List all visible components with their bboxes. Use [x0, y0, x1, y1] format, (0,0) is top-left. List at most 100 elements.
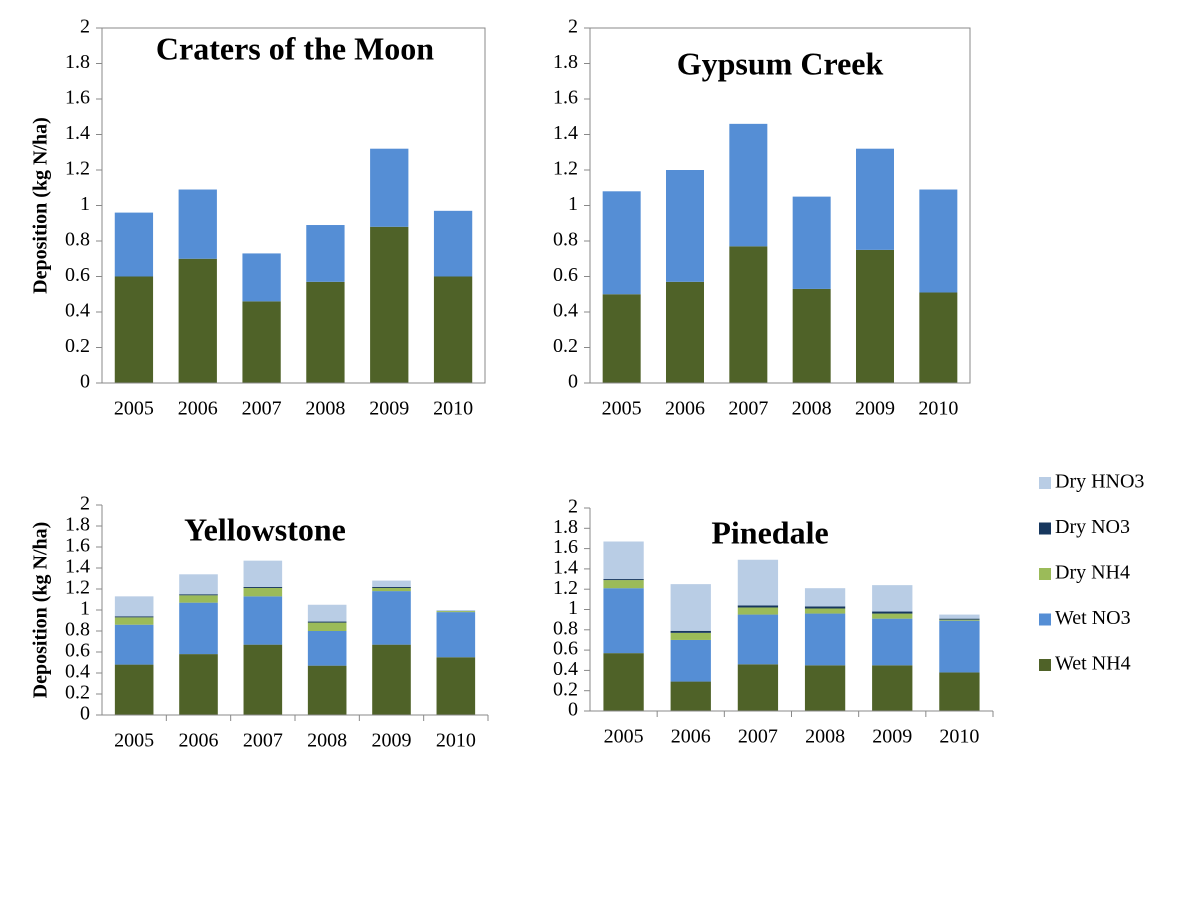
bar-segment	[602, 191, 641, 295]
chart-title: Yellowstone	[184, 511, 346, 547]
y-tick-label: 1	[568, 597, 578, 619]
y-tick-label: 1	[568, 193, 578, 215]
y-tick-label: 1.6	[65, 535, 90, 557]
bar-segment	[804, 665, 846, 711]
bar-segment	[179, 654, 218, 715]
x-tick-label: 2007	[728, 398, 768, 420]
x-tick-label: 2010	[433, 398, 473, 420]
bar-segment	[114, 664, 154, 715]
y-tick-label: 1	[80, 598, 90, 620]
bar-segment	[939, 618, 980, 620]
bar-segment	[307, 604, 347, 622]
y-axis-label: Deposition (kg N/ha)	[30, 117, 52, 294]
x-tick-label: 2009	[855, 398, 895, 420]
bar-segment	[919, 292, 958, 383]
bar-segment	[804, 608, 846, 614]
bar-segment	[242, 301, 281, 383]
bar-segment	[737, 605, 779, 608]
y-tick-label: 0.6	[553, 264, 578, 286]
y-tick-label: 0.8	[553, 229, 578, 251]
bar-segment	[114, 212, 154, 277]
bar-segment	[670, 630, 711, 633]
legend-swatch	[1039, 522, 1051, 535]
x-tick-label: 2007	[242, 398, 282, 420]
y-axis-label: Deposition (kg N/ha)	[30, 522, 52, 699]
y-tick-label: 1.8	[553, 516, 578, 538]
bar-segment	[872, 613, 913, 619]
bar-segment	[307, 621, 347, 623]
y-tick-label: 1.8	[65, 514, 90, 536]
x-tick-label: 2009	[369, 398, 409, 420]
bar-segment	[436, 612, 476, 658]
bar-segment	[114, 624, 154, 665]
bar-segment	[436, 611, 476, 613]
bar-segment	[872, 611, 913, 614]
y-tick-label: 2	[80, 16, 90, 38]
bar-segment	[372, 587, 411, 592]
legend-label: Wet NO3	[1055, 607, 1131, 629]
legend-label: Dry HNO3	[1055, 471, 1144, 493]
bar-segment	[737, 664, 779, 711]
y-tick-label: 1.8	[65, 51, 90, 73]
x-tick-label: 2009	[372, 730, 412, 752]
bar-segment	[243, 644, 283, 715]
legend-swatch	[1039, 659, 1051, 671]
bar-segment	[242, 253, 281, 302]
bar-segment	[670, 681, 711, 711]
legend-swatch	[1039, 477, 1051, 489]
bar-segment	[939, 619, 980, 621]
bar-segment	[372, 580, 411, 587]
y-tick-label: 0.6	[65, 264, 90, 286]
x-tick-label: 2005	[602, 398, 642, 420]
y-tick-label: 1.4	[65, 122, 90, 144]
y-tick-label: 1.4	[553, 556, 578, 578]
bar-segment	[670, 584, 711, 631]
bar-segment	[178, 258, 217, 383]
bar-segment	[603, 580, 644, 589]
y-tick-label: 0.8	[553, 617, 578, 639]
bar-segment	[603, 653, 644, 711]
y-tick-label: 0.4	[65, 300, 90, 322]
y-tick-label: 0	[568, 699, 578, 721]
bar-segment	[603, 588, 644, 654]
y-tick-label: 0.8	[65, 619, 90, 641]
bar-segment	[370, 148, 409, 227]
x-tick-label: 2006	[179, 730, 219, 752]
bar-segment	[243, 560, 283, 587]
y-tick-label: 0.4	[65, 661, 90, 683]
bar-segment	[666, 281, 704, 383]
bar-segment	[179, 574, 218, 595]
x-tick-label: 2009	[872, 726, 912, 748]
y-tick-label: 0.4	[553, 658, 578, 680]
bar-segment	[433, 276, 473, 383]
bar-segment	[872, 665, 913, 711]
y-tick-label: 1.2	[553, 158, 578, 180]
y-tick-label: 2	[568, 16, 578, 38]
y-tick-label: 1.2	[65, 577, 90, 599]
bar-segment	[792, 196, 831, 289]
y-tick-label: 0.2	[553, 335, 578, 357]
x-tick-label: 2005	[604, 726, 644, 748]
y-tick-label: 1.6	[65, 87, 90, 109]
chart-title: Pinedale	[711, 514, 828, 550]
x-tick-label: 2008	[792, 398, 832, 420]
bar-segment	[856, 249, 894, 383]
x-tick-label: 2010	[939, 726, 979, 748]
bar-segment	[114, 616, 154, 618]
y-tick-label: 0.2	[65, 335, 90, 357]
y-tick-label: 0	[80, 371, 90, 393]
bar-segment	[179, 594, 218, 596]
y-tick-label: 1.2	[553, 577, 578, 599]
bar-segment	[243, 596, 283, 645]
y-tick-label: 0	[80, 703, 90, 725]
bar-segment	[804, 588, 846, 607]
bar-segment	[179, 595, 218, 603]
bar-segment	[737, 559, 779, 606]
x-tick-label: 2010	[436, 730, 476, 752]
y-tick-label: 0.6	[553, 638, 578, 660]
x-tick-label: 2005	[114, 730, 154, 752]
bar-segment	[939, 672, 980, 711]
bar-segment	[729, 123, 768, 247]
bar-segment	[804, 613, 846, 666]
